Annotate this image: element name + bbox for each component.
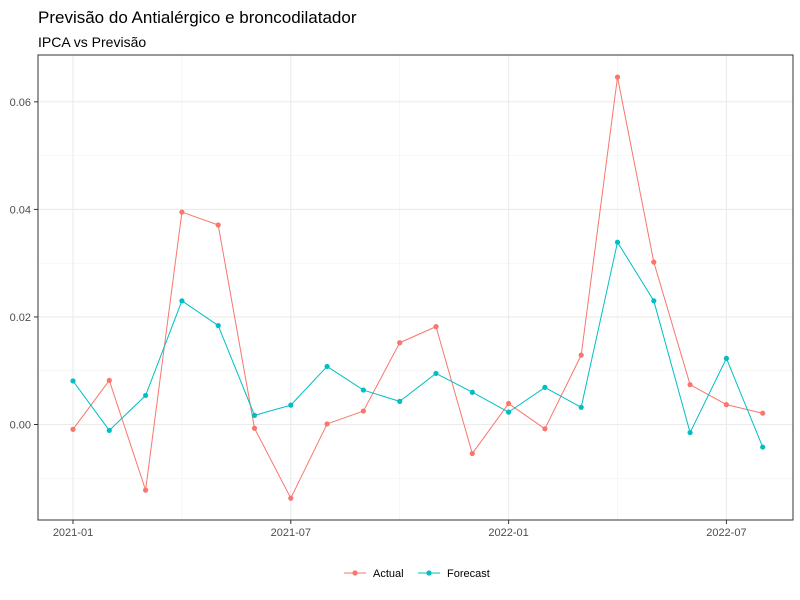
data-point-actual xyxy=(360,408,366,414)
data-point-forecast xyxy=(469,389,475,395)
data-point-forecast xyxy=(687,429,693,436)
x-tick-label: 2022-07 xyxy=(706,527,746,539)
data-point-actual xyxy=(179,209,185,215)
data-point-actual xyxy=(760,410,766,416)
data-point-actual xyxy=(578,352,584,358)
data-point-forecast xyxy=(70,378,76,384)
data-point-forecast xyxy=(433,370,439,377)
legend: Actual Forecast xyxy=(344,568,490,580)
data-point-actual xyxy=(324,421,330,427)
data-point-forecast xyxy=(578,404,584,410)
y-tick-label: 0.00 xyxy=(10,420,31,432)
data-point-actual xyxy=(106,377,112,384)
data-point-forecast xyxy=(760,444,766,450)
data-point-forecast xyxy=(143,392,149,399)
data-point-actual xyxy=(614,74,621,80)
series-line-actual xyxy=(72,76,763,499)
data-point-actual xyxy=(506,400,512,407)
chart-subtitle: IPCA vs Previsão xyxy=(38,34,146,50)
data-point-actual xyxy=(651,259,657,265)
data-point-actual xyxy=(542,426,548,432)
data-point-forecast xyxy=(542,384,548,390)
data-point-forecast xyxy=(215,322,221,329)
chart-title: Previsão do Antialérgico e broncodilatad… xyxy=(38,8,357,27)
legend-item-actual: Actual xyxy=(344,568,404,580)
x-tick-label: 2022-01 xyxy=(488,527,528,539)
data-point-actual xyxy=(143,487,149,493)
series-layer xyxy=(70,74,766,501)
data-point-actual xyxy=(433,324,439,330)
data-point-forecast xyxy=(179,298,185,304)
data-point-forecast xyxy=(324,363,330,370)
data-point-actual xyxy=(288,495,294,501)
data-point-forecast xyxy=(506,409,512,415)
legend-label: Forecast xyxy=(447,568,490,580)
y-tick-label: 0.06 xyxy=(10,97,31,109)
data-point-actual xyxy=(215,222,221,228)
axes: 0.00 0.02 0.04 0.06 2021-01 2021-07 2022-01 202… xyxy=(10,97,747,539)
legend-item-forecast: Forecast xyxy=(418,568,490,580)
series-line-forecast xyxy=(72,241,764,448)
data-point-actual xyxy=(469,450,475,457)
data-point-actual xyxy=(723,402,730,408)
x-tick-label: 2021-01 xyxy=(53,527,93,539)
data-point-forecast xyxy=(288,402,294,408)
data-point-forecast xyxy=(251,412,258,418)
data-point-forecast xyxy=(360,387,366,393)
data-point-actual xyxy=(70,426,76,432)
plot-panel-border xyxy=(37,54,794,521)
legend-key-point xyxy=(352,570,358,576)
data-point-forecast xyxy=(614,239,621,245)
y-tick-label: 0.02 xyxy=(10,312,31,324)
legend-key-point xyxy=(426,570,432,576)
data-point-actual xyxy=(251,425,258,431)
y-tick-label: 0.04 xyxy=(10,204,31,216)
data-point-actual xyxy=(397,340,403,346)
data-point-forecast xyxy=(106,427,112,434)
data-point-actual xyxy=(687,382,693,388)
legend-label: Actual xyxy=(373,568,404,580)
data-point-forecast xyxy=(397,398,403,404)
grid-lines xyxy=(38,55,793,520)
data-point-forecast xyxy=(723,355,730,361)
x-tick-label: 2021-07 xyxy=(271,527,311,539)
data-point-forecast xyxy=(651,298,657,304)
